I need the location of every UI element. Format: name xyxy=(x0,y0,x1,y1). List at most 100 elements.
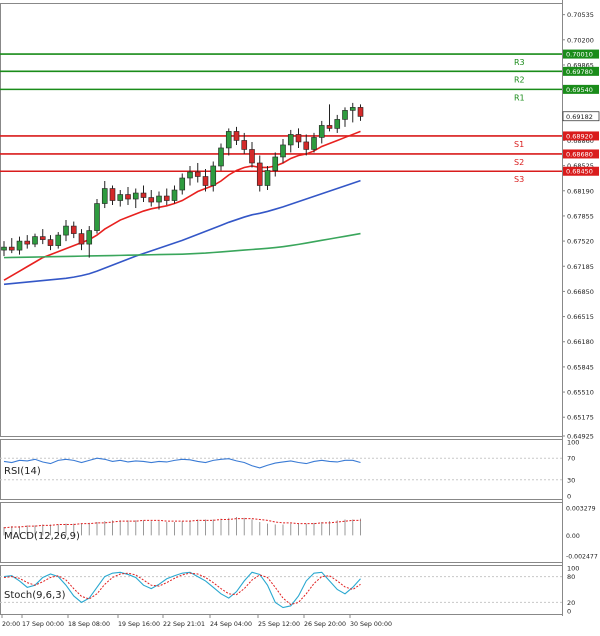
macd-tick-label: 0.003279 xyxy=(566,506,596,513)
stoch-tick-label: 20 xyxy=(567,599,575,607)
price-tick-label: 0.65510 xyxy=(567,389,594,397)
macd-tick-label: 0.00 xyxy=(566,533,580,540)
candle-body xyxy=(342,110,348,120)
moving-average-ema-slow xyxy=(3,232,361,259)
candle-body xyxy=(326,125,333,129)
rsi-label: RSI(14) xyxy=(4,466,41,477)
candle-body xyxy=(349,107,356,111)
rsi-line xyxy=(3,457,361,469)
time-tick-label: 24 Sep 04:00 xyxy=(210,621,252,628)
candle-body xyxy=(303,141,310,150)
level-price-tag: 0.70010 xyxy=(566,51,593,59)
price-tick-label: 0.68525 xyxy=(567,162,594,170)
candle-body xyxy=(125,194,131,200)
candle-body xyxy=(140,192,147,198)
candle-body xyxy=(334,119,341,129)
candle-body xyxy=(249,149,255,164)
candle-body xyxy=(55,234,62,246)
candle-body xyxy=(357,107,364,117)
level-price-tag-bg xyxy=(563,49,599,59)
candle-body xyxy=(256,162,263,186)
candle-body xyxy=(1,246,7,251)
price-tick-label: 0.67185 xyxy=(567,263,594,271)
price-tick-label: 0.64925 xyxy=(567,433,594,441)
stoch-tick-label: 0 xyxy=(567,608,571,616)
candle-body xyxy=(39,236,46,240)
time-tick-label: 19 Sep 16:00 xyxy=(118,621,160,628)
macd-tick-label: -0.002477 xyxy=(566,554,598,561)
stoch-d-line xyxy=(3,572,361,606)
candle-body xyxy=(179,177,186,191)
price-tick-label: 0.65175 xyxy=(567,414,594,422)
price-tick-label: 0.70535 xyxy=(567,11,594,19)
level-price-tag: 0.69540 xyxy=(566,86,593,94)
candle-body xyxy=(156,195,162,203)
stoch-tick-label: 80 xyxy=(567,573,575,581)
price-tick-label: 0.66180 xyxy=(567,338,594,346)
level-price-tag-bg xyxy=(563,166,599,176)
candle-body xyxy=(86,230,93,245)
time-tick-label: 20:00 xyxy=(2,621,20,628)
candle-body xyxy=(218,147,224,167)
candle-body xyxy=(210,165,217,186)
candle-body xyxy=(272,156,279,171)
candle-body xyxy=(202,176,209,186)
time-tick-label: 18 Sep 08:00 xyxy=(68,621,110,628)
rsi-tick-label: 70 xyxy=(567,455,575,463)
candle-body xyxy=(101,188,108,204)
level-price-tag-bg xyxy=(563,131,599,141)
last-price-tag-bg xyxy=(562,111,600,122)
level-price-tag-bg xyxy=(563,149,599,159)
time-tick-label: 22 Sep 21:01 xyxy=(163,621,205,628)
level-price-tag-bg xyxy=(563,84,599,94)
level-price-tag: 0.68920 xyxy=(566,132,593,140)
candle-body xyxy=(171,189,178,201)
candle-body xyxy=(78,233,85,245)
macd-pane-frame xyxy=(0,502,563,563)
time-tick-label: 26 Sep 20:00 xyxy=(304,621,346,628)
rsi-tick-label: 0 xyxy=(567,493,571,501)
level-name-r3: R3 xyxy=(514,58,525,67)
time-tick-label: 25 Sep 12:00 xyxy=(258,621,300,628)
candle-body xyxy=(47,239,54,246)
level-name-s1: S1 xyxy=(514,140,524,149)
level-price-tag: 0.68450 xyxy=(566,168,593,176)
rsi-tick-label: 30 xyxy=(567,476,575,484)
stoch-k-line xyxy=(3,571,361,609)
moving-average-ema-fast xyxy=(3,130,361,281)
moving-average-ema-mid xyxy=(3,179,361,286)
candle-body xyxy=(16,240,23,251)
candle-body xyxy=(225,131,232,149)
price-tick-label: 0.65845 xyxy=(567,363,594,371)
candle-body xyxy=(70,225,77,234)
candle-body xyxy=(318,125,325,138)
time-tick-label: 17 Sep 00:00 xyxy=(22,621,64,628)
candle-body xyxy=(264,170,271,186)
time-tick-label: 30 Sep 00:00 xyxy=(350,621,392,628)
candle-body xyxy=(233,131,240,141)
price-tick-label: 0.66515 xyxy=(567,313,594,321)
price-tick-label: 0.68860 xyxy=(567,137,594,145)
candle-body xyxy=(287,134,294,146)
price-tick-label: 0.67855 xyxy=(567,212,594,220)
price-tick-label: 0.69865 xyxy=(567,61,594,69)
price-tick-label: 0.66850 xyxy=(567,288,594,296)
candle-body xyxy=(132,192,139,200)
candle-body xyxy=(94,203,100,231)
price-tick-label: 0.68190 xyxy=(567,187,594,195)
main-pane-frame xyxy=(0,3,563,437)
level-name-s2: S2 xyxy=(514,158,524,167)
level-price-tag-bg xyxy=(563,66,599,76)
rsi-pane-frame xyxy=(0,439,563,500)
stoch-label: Stoch(9,6,3) xyxy=(4,590,66,601)
level-price-tag: 0.68680 xyxy=(566,150,593,158)
candle-body xyxy=(163,195,170,201)
candle-body xyxy=(148,197,155,203)
candle-body xyxy=(63,225,69,236)
stoch-tick-label: 100 xyxy=(567,565,579,573)
macd-signal-line xyxy=(3,518,361,529)
level-price-tag: 0.69780 xyxy=(566,68,593,76)
rsi-tick-label: 100 xyxy=(567,439,579,447)
